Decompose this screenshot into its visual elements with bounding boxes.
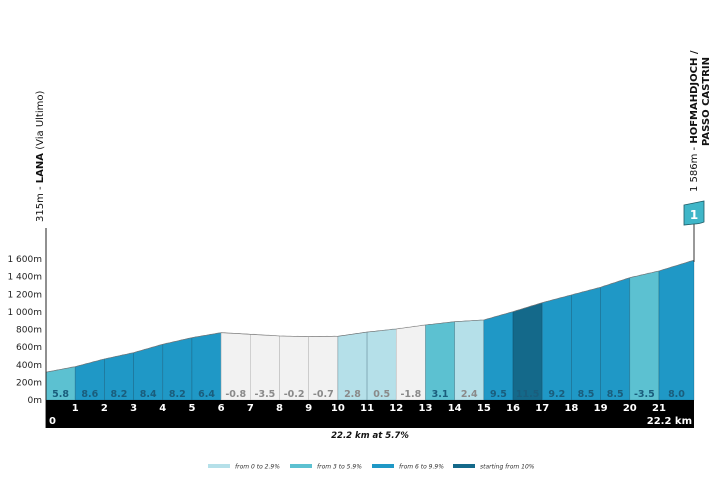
gradient-label: 6.4 <box>198 389 215 400</box>
y-tick-label: 200m <box>16 378 42 388</box>
gradient-label: -3.5 <box>255 389 276 400</box>
gradient-label: 9.5 <box>490 389 507 400</box>
profile-segment <box>483 311 514 401</box>
km-tick-label: 20 <box>623 403 637 414</box>
end-km-label: 22.2 km <box>647 416 692 427</box>
start-detail: (Via Ultimo) <box>35 91 46 150</box>
svg-text:1 586m - HOFMAHDJOCH /: 1 586m - HOFMAHDJOCH / <box>689 50 700 192</box>
km-bar <box>46 400 694 428</box>
legend-label: from 0 to 2.9% <box>235 464 280 471</box>
km-tick-label: 15 <box>477 403 491 414</box>
gradient-label: 8.5 <box>578 389 595 400</box>
gradient-label: 9.2 <box>548 389 565 400</box>
gradient-label: -1.8 <box>400 389 421 400</box>
y-tick-label: 0m <box>28 396 43 406</box>
legend-label: from 3 to 5.9% <box>317 464 362 471</box>
y-tick-label: 1 600m <box>7 255 42 265</box>
profile-segments <box>45 259 695 401</box>
km-tick-label: 12 <box>389 403 403 414</box>
y-tick-label: 1 400m <box>7 273 42 283</box>
km-tick-label: 10 <box>331 403 345 414</box>
start-elevation: 315m <box>35 193 46 222</box>
end-name-line1: HOFMAHDJOCH / <box>689 50 700 143</box>
end-elevation: 1 586m <box>689 154 700 192</box>
profile-segment <box>454 319 485 401</box>
km-tick-label: 14 <box>448 403 462 414</box>
y-tick-label: 400m <box>16 361 42 371</box>
start-name: LANA <box>35 153 46 183</box>
gradient-label: 2.4 <box>461 389 478 400</box>
gradient-label: -3.5 <box>634 389 655 400</box>
km-tick-label: 3 <box>130 403 137 414</box>
gradient-label: 11.5 <box>516 389 539 400</box>
legend-swatch <box>208 464 230 468</box>
profile-segment <box>600 277 631 401</box>
km-tick-label: 5 <box>188 403 195 414</box>
gradient-label: 0.5 <box>373 389 390 400</box>
km-tick-label: 21 <box>652 403 666 414</box>
profile-segment <box>658 259 695 401</box>
km-tick-label: 1 <box>72 403 79 414</box>
km-tick-label: 17 <box>535 403 549 414</box>
gradient-label: 8.6 <box>81 389 98 400</box>
gradient-label: -0.7 <box>313 389 334 400</box>
gradient-label: 2.8 <box>344 389 361 400</box>
gradient-label: 3.1 <box>432 389 449 400</box>
gradient-label: -0.2 <box>284 389 305 400</box>
y-tick-label: 1 200m <box>7 290 42 300</box>
legend-swatch <box>290 464 312 468</box>
profile-segment <box>629 270 660 401</box>
km-tick-label: 4 <box>159 403 166 414</box>
km-tick-label: 8 <box>276 403 283 414</box>
legend-label: starting from 10% <box>480 464 535 471</box>
km-tick-label: 18 <box>564 403 578 414</box>
km-tick-label: 19 <box>594 403 608 414</box>
gradient-label: -0.8 <box>225 389 246 400</box>
y-tick-label: 1 000m <box>7 308 42 318</box>
legend-label: from 6 to 9.9% <box>399 464 444 471</box>
profile-outline <box>45 259 695 373</box>
km-tick-label: 9 <box>305 403 312 414</box>
legend-swatch <box>372 464 394 468</box>
start-label: 315m - LANA (Via Ultimo) <box>35 91 46 222</box>
km-tick-label: 11 <box>360 403 374 414</box>
legend: from 0 to 2.9% from 3 to 5.9% from 6 to 9.… <box>208 464 535 471</box>
gradient-labels: 5.8 8.6 8.2 8.4 8.2 6.4 -0.8 -3.5 -0.2 -0.7 2.8 0.5… <box>52 389 685 400</box>
start-km-label: 0 <box>49 416 56 427</box>
gradient-label: 8.2 <box>111 389 128 400</box>
km-tick-label: 7 <box>247 403 254 414</box>
km-tick-label: 6 <box>218 403 225 414</box>
gradient-label: 5.8 <box>52 389 69 400</box>
end-label: 1 586m - HOFMAHDJOCH / PASSO CASTRIN <box>689 50 712 192</box>
end-name-line2: PASSO CASTRIN <box>701 57 712 146</box>
climb-badge-number: 1 <box>690 208 698 222</box>
summit-flag-icon <box>683 200 705 226</box>
summary-caption: 22.2 km at 5.7% <box>331 431 409 441</box>
gradient-label: 8.5 <box>607 389 624 400</box>
km-tick-label: 2 <box>101 403 108 414</box>
legend-swatch <box>453 464 475 468</box>
km-ticks: 1 2 3 4 5 6 7 8 9 10 11 12 13 14 15 16 17 18 19 20 21 <box>72 403 666 414</box>
y-tick-label: 800m <box>16 326 42 336</box>
profile-segment <box>571 286 601 401</box>
profile-segment <box>541 294 572 401</box>
y-axis-ticks: 0m 200m 400m 600m 800m 1 000m 1 200m 1 400m 1 60… <box>7 255 42 406</box>
gradient-label: 8.2 <box>169 389 186 400</box>
gradient-label: 8.0 <box>668 389 685 400</box>
svg-text:315m - LANA (Via Ultimo): 315m - LANA (Via Ultimo) <box>35 91 46 222</box>
y-tick-label: 600m <box>16 343 42 353</box>
km-tick-label: 16 <box>506 403 520 414</box>
profile-segment <box>512 302 543 401</box>
gradient-label: 8.4 <box>140 389 157 400</box>
km-tick-label: 13 <box>418 403 432 414</box>
